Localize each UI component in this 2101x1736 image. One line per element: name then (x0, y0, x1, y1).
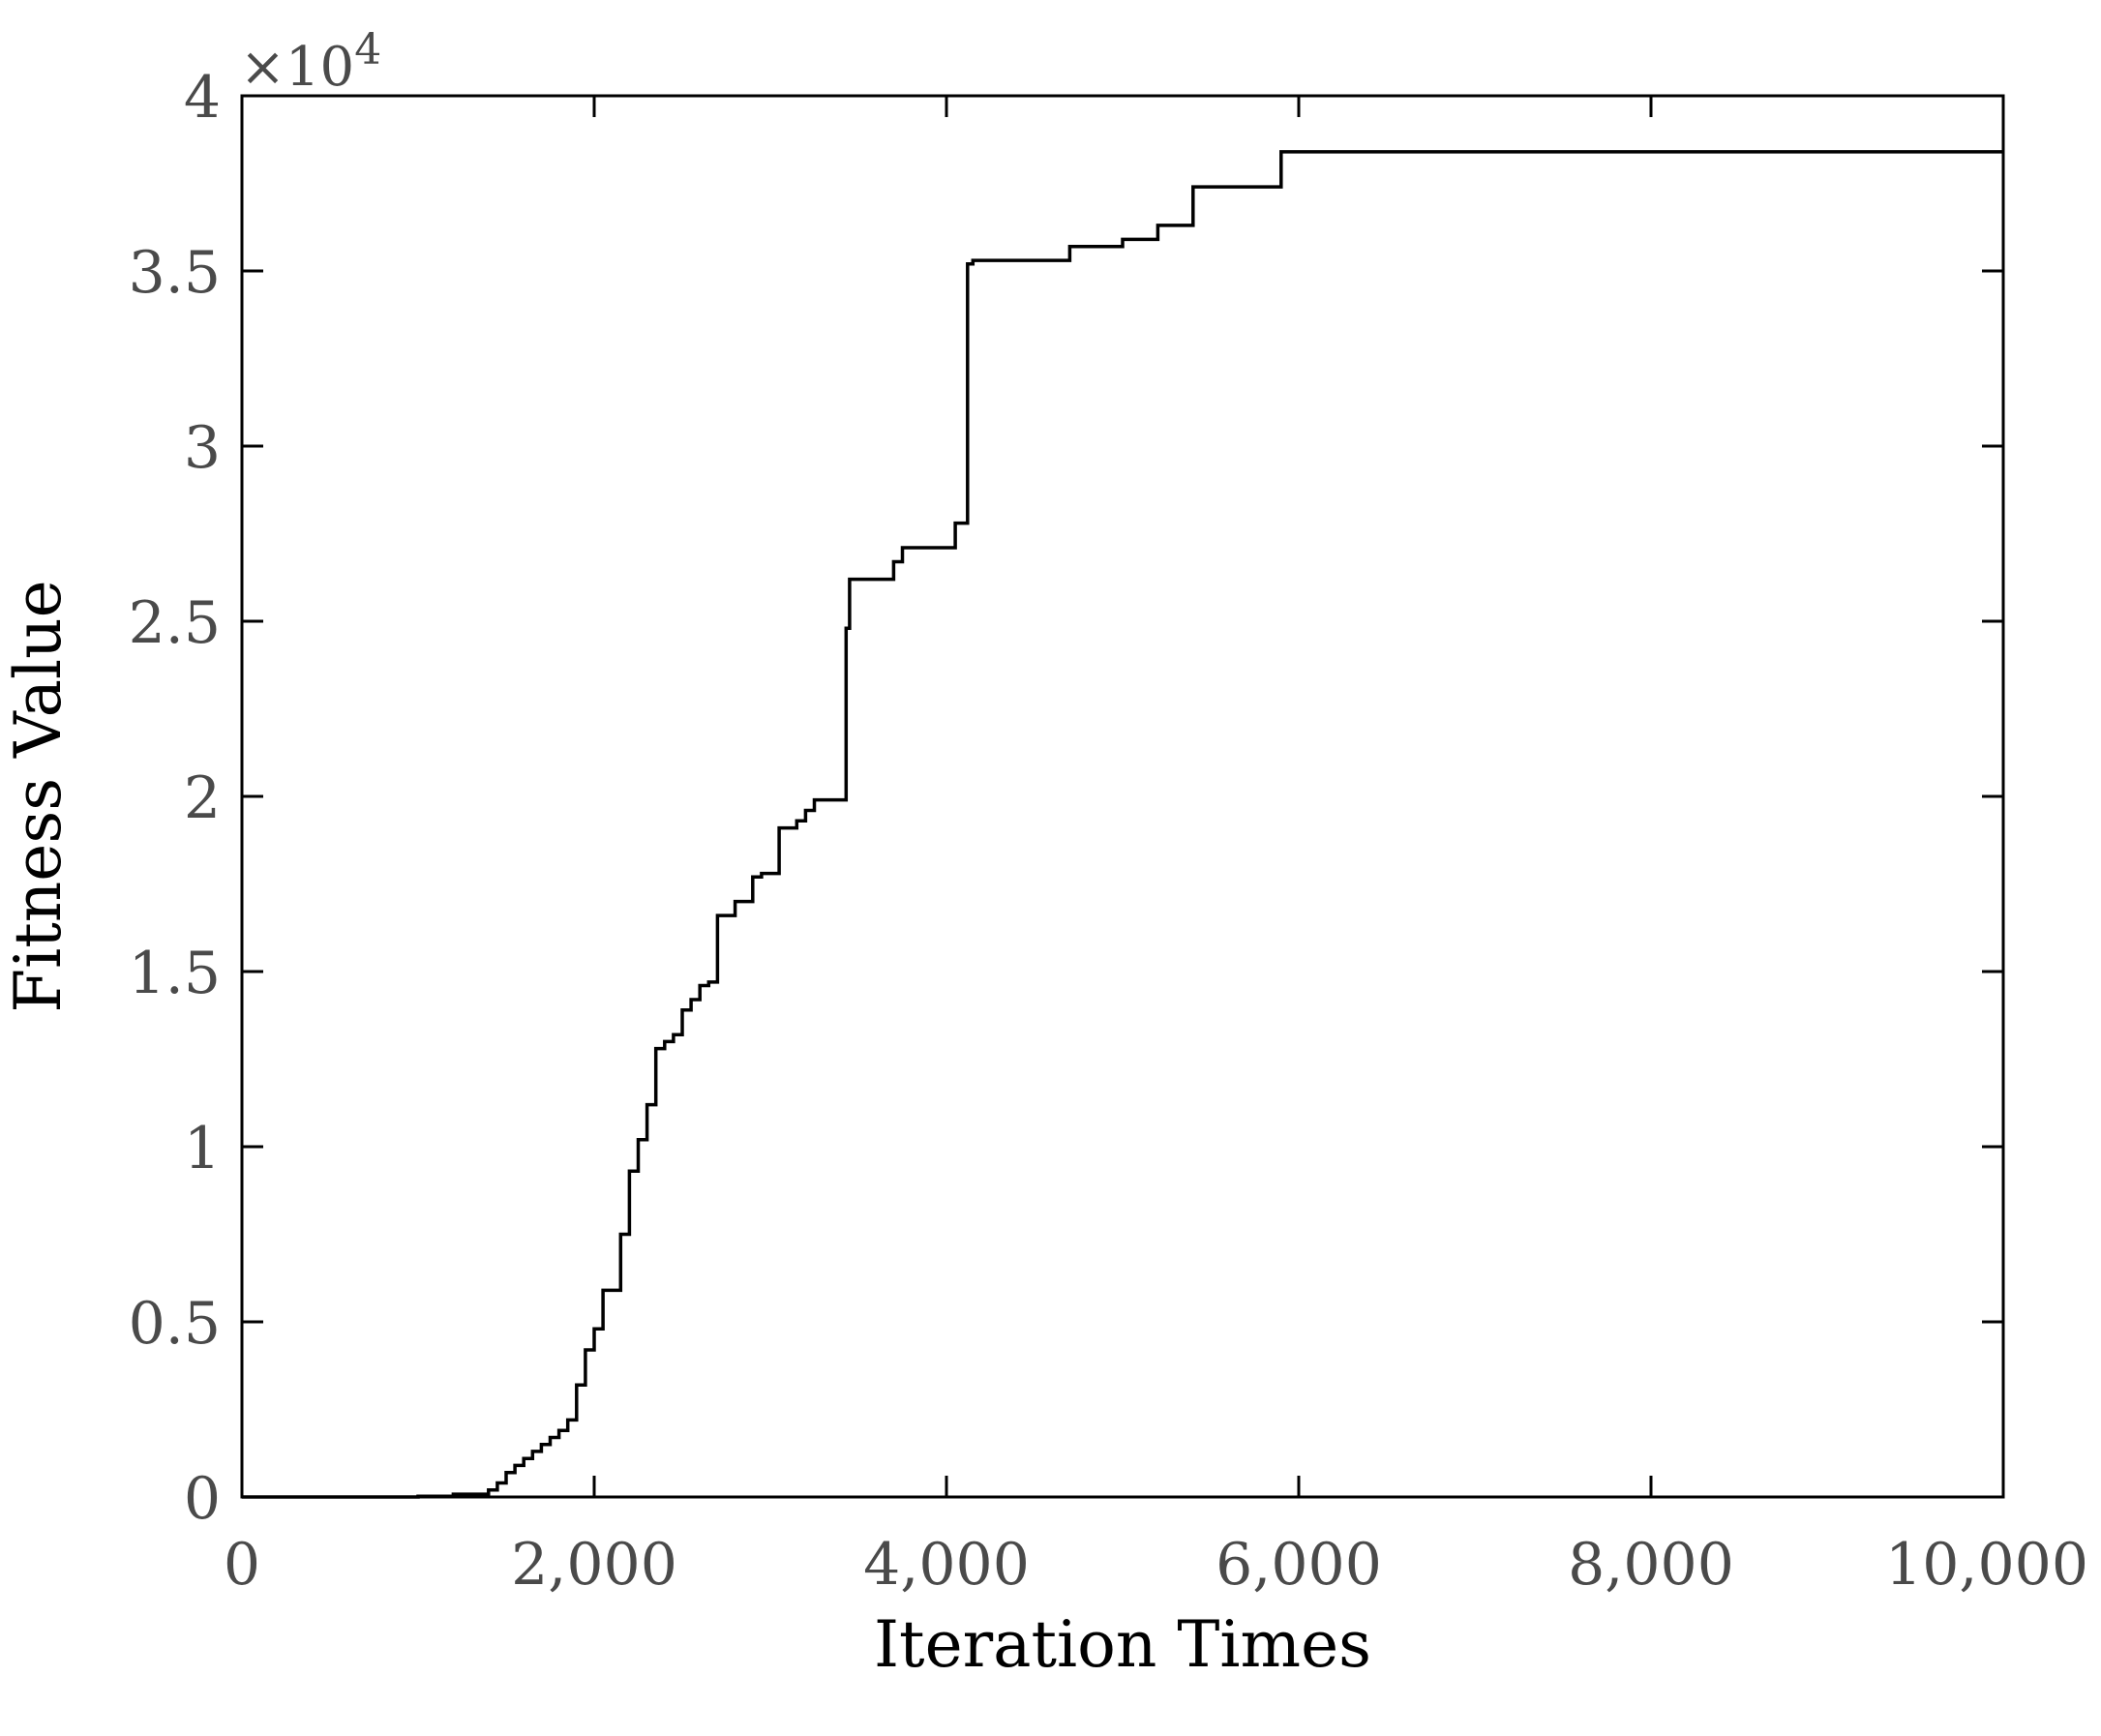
x-tick-label: 8,000 (1568, 1531, 1734, 1599)
y-exponent-times: ×10 (240, 36, 354, 99)
y-tick-label: 1.5 (129, 940, 221, 1007)
y-tick-label: 1 (184, 1115, 221, 1182)
y-tick-label: 2.5 (129, 589, 221, 657)
x-tick-label: 4,000 (863, 1531, 1030, 1599)
x-tick-label: 6,000 (1216, 1531, 1382, 1599)
y-tick-label: 2 (184, 764, 221, 832)
x-tick-label: 10,000 (1885, 1531, 2088, 1599)
y-tick-label: 3 (184, 414, 221, 482)
tick-labels: 0 2,000 4,000 6,000 8,000 10,000 0 0.5 1 1.5 2 2.5 3… (129, 64, 2088, 1599)
y-tick-label: 3.5 (129, 239, 221, 307)
y-exponent-label: ×104 (240, 25, 381, 99)
y-tick-label: 0.5 (129, 1290, 221, 1358)
plot-frame (240, 94, 2005, 1499)
y-exponent-power: 4 (354, 25, 381, 75)
x-tick-label: 0 (224, 1531, 260, 1599)
y-tick-label: 0 (184, 1465, 221, 1533)
y-tick-label: 4 (184, 64, 221, 132)
x-axis-title: Iteration Times (874, 1607, 1371, 1682)
y-axis-title: Fitness Value (1, 580, 75, 1012)
x-tick-label: 2,000 (511, 1531, 677, 1599)
series-line (242, 150, 2003, 1499)
